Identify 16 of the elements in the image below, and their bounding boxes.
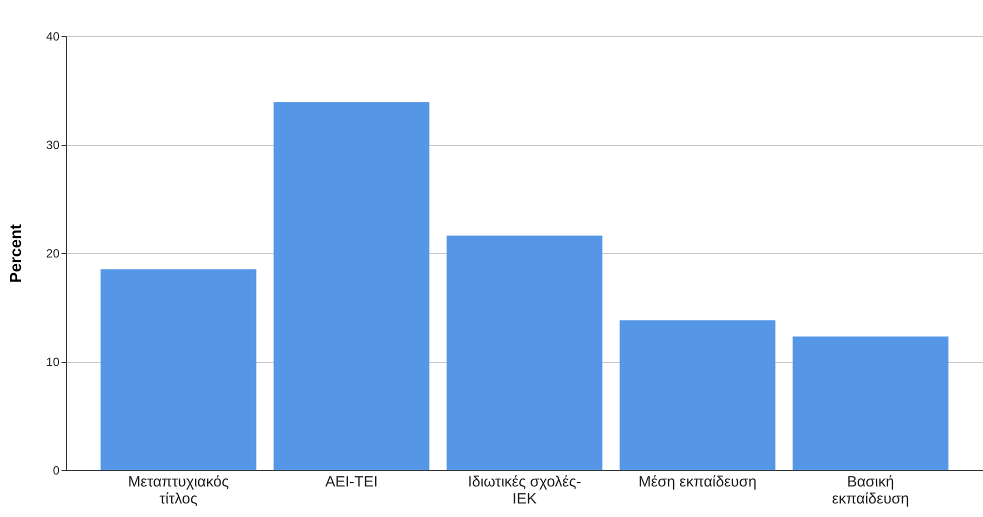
y-tick-label: 30 bbox=[46, 138, 60, 152]
y-axis-title: Percent bbox=[8, 223, 26, 283]
x-tick-label: Ιδιωτικές σχολές-ΙΕΚ bbox=[468, 474, 582, 508]
x-tick-label: Βασική εκπαίδευση bbox=[832, 474, 910, 508]
bar bbox=[100, 269, 256, 470]
x-tick-label: Μεταπτυχιακός τίτλος bbox=[128, 474, 229, 508]
x-tick-label: Μέση εκπαίδευση bbox=[638, 474, 757, 490]
bar bbox=[446, 236, 602, 470]
y-tick-label: 20 bbox=[46, 246, 60, 260]
y-tick-label: 10 bbox=[46, 355, 60, 369]
y-tick-label: 40 bbox=[46, 30, 60, 44]
bar bbox=[792, 336, 948, 470]
bar bbox=[620, 320, 776, 470]
x-tick-label: ΑΕΙ-ΤΕΙ bbox=[325, 474, 378, 490]
bar bbox=[274, 102, 430, 470]
y-tick-label: 0 bbox=[52, 464, 60, 478]
